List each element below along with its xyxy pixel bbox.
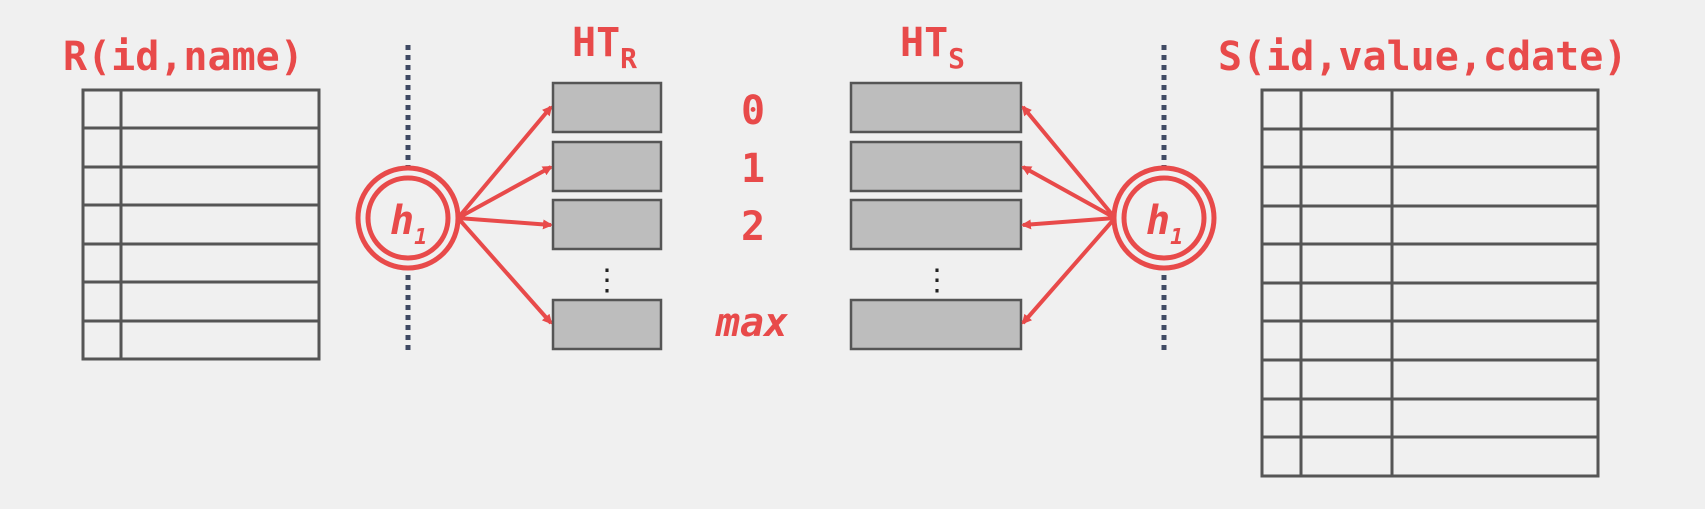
arrow-to-bucket-max-right <box>1021 216 1117 325</box>
bucket-index-max: max <box>715 300 788 346</box>
bucket-index-0: 0 <box>741 88 765 134</box>
left-hash-function: h1 <box>355 165 461 271</box>
right-hash-function: h1 <box>1111 165 1217 271</box>
ht-s-bucket-max <box>849 298 1023 351</box>
right-hash-outer-ring <box>1111 165 1217 271</box>
bucket-index-1: 1 <box>741 146 765 192</box>
bucket-index-2: 2 <box>741 204 765 250</box>
ht-s-bucket-0 <box>849 81 1023 134</box>
arrow-to-bucket-1-right <box>1021 165 1116 220</box>
ht-r-bucket-0 <box>551 81 663 134</box>
right-table <box>1260 88 1600 478</box>
left-table <box>81 88 321 361</box>
ht-s-bucket-1 <box>849 140 1023 193</box>
ht-s-ellipsis: ⋮ <box>922 263 952 298</box>
ht-r-bucket-max <box>551 298 663 351</box>
ht-r-bucket-2 <box>551 198 663 251</box>
left-hash-inner-ring <box>365 175 451 261</box>
left-table-title: R(id,name) <box>63 34 304 80</box>
ht-s-bucket-2 <box>849 198 1023 251</box>
left-hash-label: h1 <box>390 198 427 250</box>
arrow-to-bucket-2-left <box>457 216 553 230</box>
arrow-to-bucket-2-right <box>1021 216 1116 230</box>
right-hash-inner-ring <box>1121 175 1207 261</box>
arrow-to-bucket-1-left <box>457 165 553 220</box>
arrow-to-bucket-0-right <box>1021 105 1117 220</box>
right-hash-circle-fill <box>1113 167 1215 269</box>
right-table-title: S(id,value,cdate) <box>1218 34 1627 80</box>
ht-r-label: HTR <box>572 20 637 75</box>
right-hash-label: h1 <box>1146 198 1183 250</box>
left-hash-circle-fill <box>357 167 459 269</box>
ht-r-bucket-1 <box>551 140 663 193</box>
left-table-frame <box>81 88 321 361</box>
arrow-to-bucket-max-left <box>456 216 553 325</box>
arrow-to-bucket-0-left <box>456 105 553 220</box>
ht-s-label: HTS <box>900 20 965 75</box>
ht-r-ellipsis: ⋮ <box>592 263 622 298</box>
